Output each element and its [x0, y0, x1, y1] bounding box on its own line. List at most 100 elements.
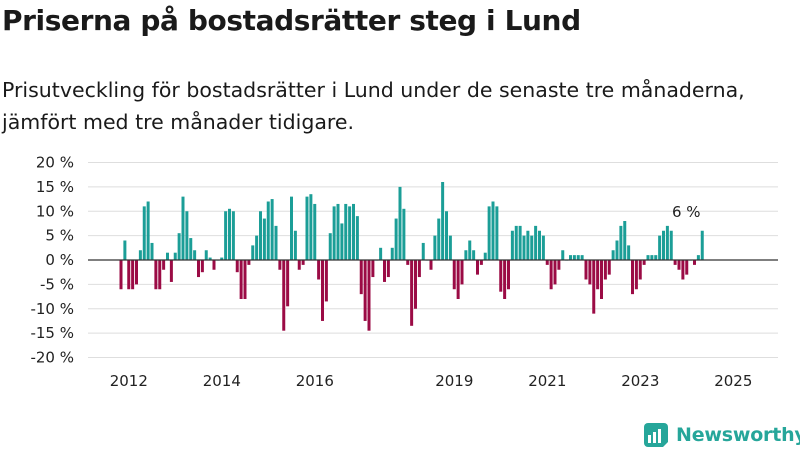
bar [332, 206, 336, 261]
bar [386, 260, 390, 278]
bar [518, 225, 522, 261]
bar [634, 260, 638, 290]
bar [619, 225, 623, 261]
x-tick-label: 2019 [435, 372, 473, 390]
bar [507, 260, 510, 290]
bar [394, 218, 398, 260]
bar [247, 260, 251, 265]
bar [212, 260, 216, 270]
bar [220, 257, 224, 260]
newsworthy-bar-chart-icon [644, 423, 668, 447]
bar [135, 260, 138, 285]
bar [204, 250, 208, 260]
bar [402, 208, 406, 260]
y-tick-label: 20 % [36, 154, 74, 172]
bar [282, 260, 286, 331]
bar [510, 230, 514, 260]
bar [561, 250, 565, 260]
bar [681, 260, 685, 280]
bar [429, 260, 433, 270]
bar [673, 260, 677, 265]
bar [522, 235, 526, 261]
y-tick-label: 0 % [45, 251, 74, 269]
bar [410, 260, 414, 326]
bar [677, 260, 681, 270]
bar [293, 230, 297, 260]
last-value-annotation: 6 % [672, 203, 701, 221]
chart-title: Priserna på bostadsrätter steg i Lund [2, 4, 581, 37]
bar [142, 206, 146, 261]
bar [592, 260, 596, 314]
y-tick-label: 5 % [45, 227, 74, 245]
bar [262, 218, 266, 260]
bar [464, 250, 468, 260]
bar [576, 255, 580, 261]
bar [131, 260, 135, 290]
chart-subtitle: Prisutveckling för bostadsrätter i Lund … [2, 78, 745, 134]
bar [301, 260, 305, 265]
bar [150, 242, 154, 260]
bar [359, 260, 363, 295]
bar [181, 196, 185, 261]
bar [185, 211, 189, 260]
bar [239, 260, 243, 299]
bar [572, 255, 576, 261]
y-tick-label: 15 % [36, 178, 74, 196]
bar [398, 186, 402, 261]
bar [638, 260, 642, 280]
bar [355, 216, 359, 261]
bar [503, 260, 507, 299]
bar [495, 206, 499, 261]
bar [545, 260, 549, 265]
bar [173, 252, 177, 260]
bar [499, 260, 503, 292]
bar [166, 252, 169, 260]
bar [596, 260, 600, 290]
bar [631, 260, 634, 295]
y-tick-label: -5 % [40, 275, 74, 293]
bar [363, 260, 367, 321]
bar [642, 260, 646, 265]
x-tick-label: 2012 [110, 372, 148, 390]
newsworthy-logo: Newsworthy [644, 420, 800, 450]
bar [154, 260, 158, 290]
bar [313, 203, 317, 260]
bar [146, 201, 150, 260]
bar [549, 260, 553, 290]
y-tick-label: -15 % [30, 324, 74, 342]
bar [700, 230, 704, 260]
bar [615, 240, 619, 260]
bar [479, 260, 483, 265]
bar [344, 203, 348, 260]
bar [278, 260, 282, 270]
bar-chart: 20 % 15 % 10 % 5 % 0 % -5 % -10 % -15 % -20 % 20… [30, 154, 778, 390]
bar [627, 245, 631, 261]
bar [367, 260, 371, 331]
bar [162, 260, 166, 270]
bar [600, 260, 603, 299]
bar [607, 260, 611, 275]
bar [305, 196, 309, 261]
bar [324, 260, 328, 302]
bar [584, 260, 588, 280]
bar [317, 260, 321, 280]
bar [297, 260, 301, 270]
bar [251, 245, 255, 261]
bar [417, 260, 421, 278]
bar [514, 225, 518, 261]
bar [654, 255, 658, 261]
bar [208, 257, 212, 260]
bar [119, 260, 123, 290]
bar [352, 203, 355, 260]
x-tick-label: 2016 [296, 372, 334, 390]
bar [390, 247, 394, 260]
bar [197, 260, 200, 278]
x-tick-label: 2014 [203, 372, 241, 390]
bar [286, 260, 290, 307]
bar [290, 196, 293, 261]
bar [406, 260, 410, 265]
bar [483, 252, 487, 260]
bar [693, 260, 696, 265]
x-tick-label: 2021 [528, 372, 566, 390]
bar [321, 260, 324, 321]
